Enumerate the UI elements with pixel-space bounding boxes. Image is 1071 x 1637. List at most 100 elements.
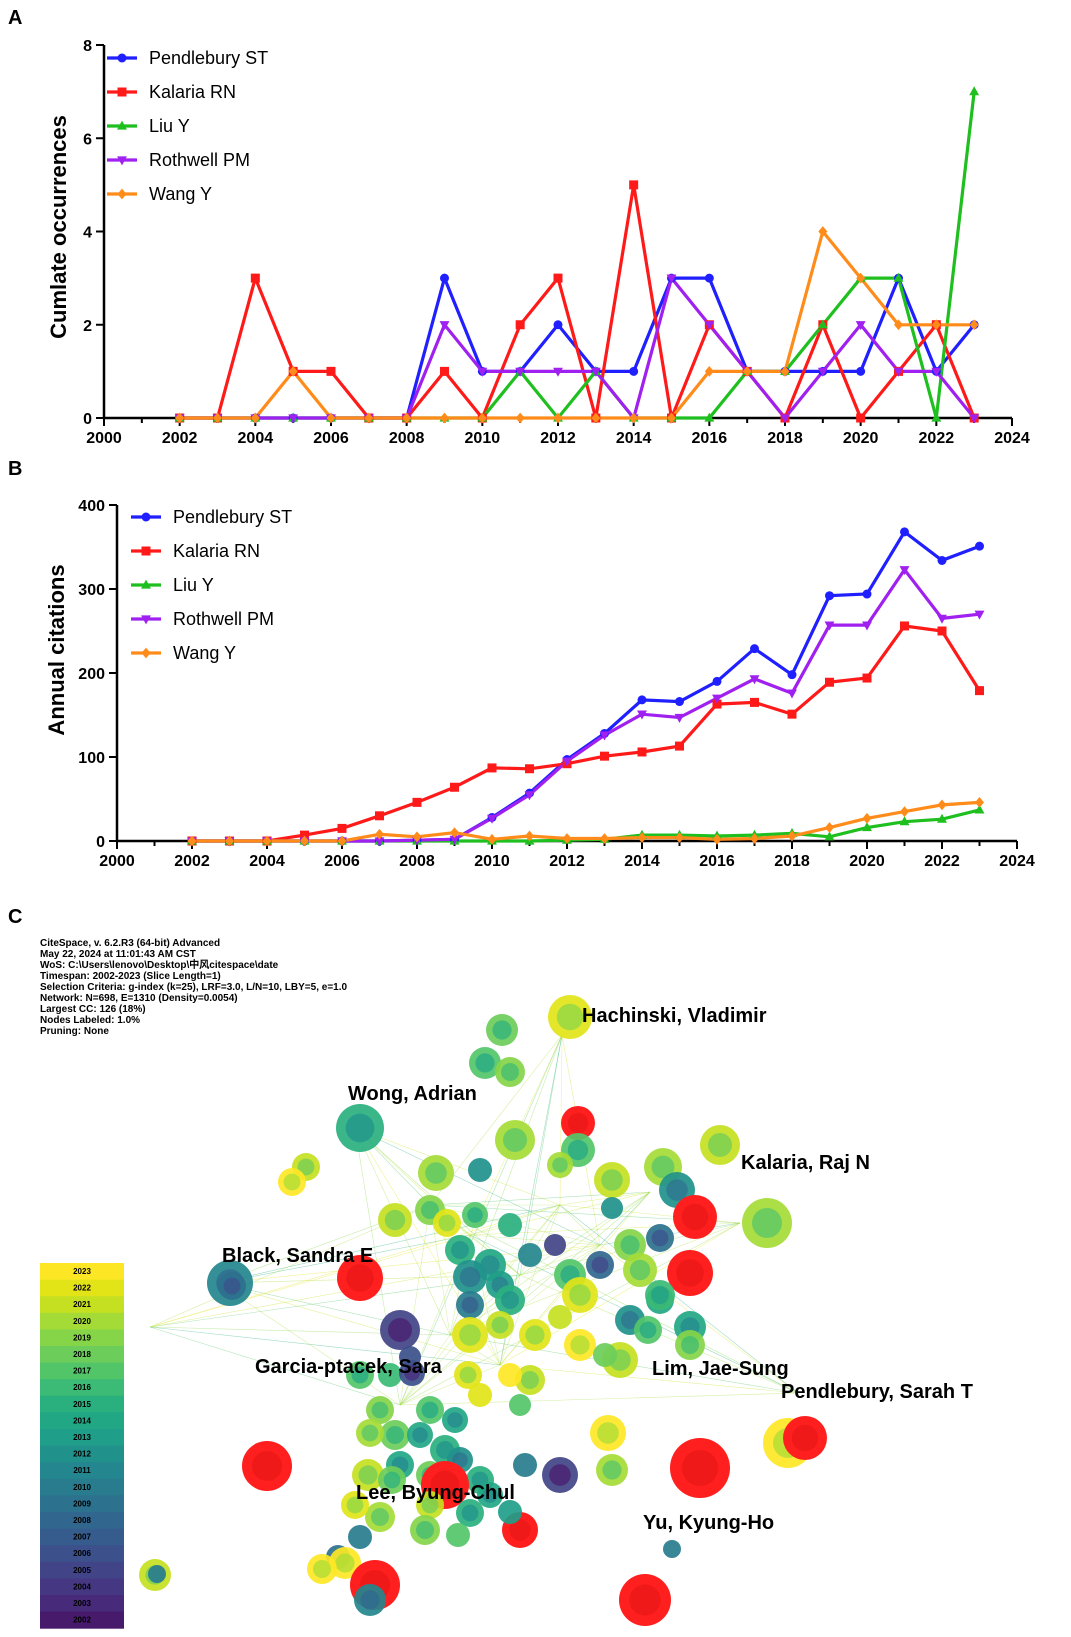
y-tick-label: 400 [78,498,105,515]
legend-label-liu-y: Liu Y [149,116,190,136]
data-point-pendlebury-st [787,670,797,680]
data-point-pendlebury-st [825,591,834,601]
data-point-kalaria-rn [487,763,497,773]
x-tick-label: 2000 [99,853,135,870]
citespace-header-line: Nodes Labeled: 1.0% [40,1015,140,1026]
data-point-rothwell-pm [855,321,866,331]
author-labels: Hachinski, Vladimir Wong, Adrian Kalaria, … [222,1005,973,1534]
year-legend-label: 2004 [73,1582,91,1591]
data-point-kalaria-rn [937,626,947,636]
network-node-ring [438,1214,456,1232]
data-point-wang-y [364,412,374,424]
network-link [519,1034,563,1276]
year-legend-swatch [40,1478,124,1496]
network-node [593,1343,617,1367]
network-link [469,1234,501,1366]
data-point-rothwell-pm [599,731,610,741]
data-point-rothwell-pm [590,367,601,377]
network-node-ring [791,1424,819,1452]
network-node-ring [708,1133,732,1157]
network-node-ring [681,1336,699,1354]
author-label-lim-jae-sung: Lim, Jae-Sung [652,1358,789,1380]
data-point-wang-y [525,830,534,842]
x-tick-label: 2016 [692,430,728,447]
data-point-wang-y [591,412,601,424]
panel-b-series-markers [187,527,985,847]
network-node [513,1453,537,1477]
network-link [499,1204,561,1366]
network-node [601,1197,623,1219]
data-point-liu-y [817,319,828,329]
network-node-ring [666,1179,688,1201]
network-node [498,1213,522,1237]
data-point-wang-y [553,412,563,424]
network-node-ring [252,1451,282,1481]
network-node-ring [620,1235,640,1255]
year-legend-swatch [40,1379,124,1397]
data-point-kalaria-rn [856,413,866,423]
legend-label-pendlebury-st: Pendlebury ST [173,507,292,527]
network-link [149,1326,401,1406]
data-point-wang-y [412,831,422,843]
network-node-ring [346,1496,364,1514]
network-node-ring [597,1422,619,1444]
data-point-kalaria-rn [525,764,534,774]
legend-marker-rothwell-pm [141,615,151,625]
x-tick-label: 2018 [774,853,810,870]
network-node-ring [345,1113,375,1143]
citespace-header-line: Network: N=698, E=1310 (Density=0.0054) [40,993,238,1004]
legend-label-liu-y: Liu Y [173,575,214,595]
panel-b-series-lines [192,529,981,843]
citespace-header-line: Timespan: 2002-2023 (Slice Length=1) [40,971,221,982]
network-link [217,1282,501,1366]
data-point-wang-y [629,412,639,424]
network-node [378,1363,402,1387]
series-line-wang-y [192,800,980,843]
network-node [348,1525,372,1549]
legend-marker-kalaria-rn [117,87,127,97]
network-node-ring [567,1112,589,1134]
data-point-kalaria-rn [450,782,459,792]
data-point-wang-y [862,812,872,824]
year-legend-swatch [40,1395,124,1413]
year-legend-label: 2007 [73,1533,91,1542]
network-node-ring [451,1241,469,1259]
network-link [217,1234,471,1284]
network-node-ring [459,1324,481,1346]
network-link [559,1204,601,1246]
x-tick-label: 2010 [474,853,510,870]
network-node-ring [501,1291,519,1309]
data-point-wang-y [477,412,487,424]
network-node [544,1234,566,1256]
network-link [149,1234,471,1328]
panel-c-network: C CiteSpace, v. 6.2.R3 (64-bit) Advanced… [8,906,973,1629]
data-point-wang-y [402,412,412,424]
network-node [148,1565,166,1583]
data-point-wang-y [742,365,752,377]
data-point-wang-y [175,412,185,424]
network-node-ring [492,1020,512,1040]
data-point-kalaria-rn [787,709,797,719]
data-point-liu-y [937,813,947,823]
network-link [354,1127,601,1246]
network-node-ring [283,1173,301,1191]
data-point-rothwell-pm [899,566,910,576]
data-point-kalaria-rn [975,686,984,696]
data-point-rothwell-pm [704,321,715,331]
data-point-wang-y [704,365,714,377]
data-point-wang-y [375,828,384,840]
data-point-rothwell-pm [374,837,385,847]
data-point-rothwell-pm [666,274,677,284]
y-tick-label: 200 [78,666,105,683]
citespace-header-line: Pruning: None [40,1026,109,1037]
network-node-ring [383,1471,401,1489]
network-link [499,1244,601,1366]
network-link [399,1392,799,1406]
x-tick-label: 2006 [324,853,360,870]
network-link [559,1204,799,1394]
series-line-wang-y [179,228,975,420]
year-legend-label: 2021 [73,1300,91,1309]
data-point-rothwell-pm [637,710,647,720]
year-legend-swatch [40,1578,124,1596]
year-legend-swatch [40,1595,124,1613]
